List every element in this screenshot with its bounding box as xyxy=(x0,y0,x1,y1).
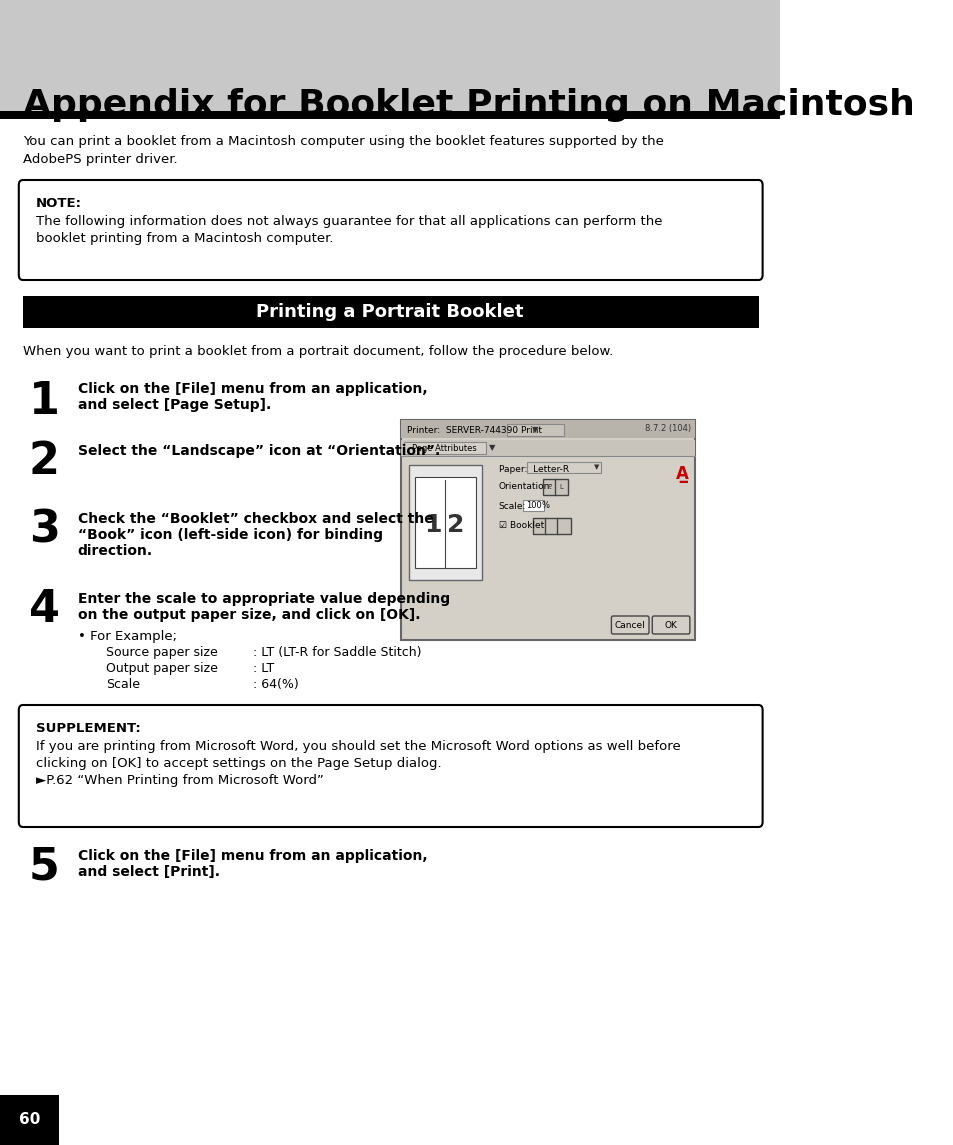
Text: If you are printing from Microsoft Word, you should set the Microsoft Word optio: If you are printing from Microsoft Word,… xyxy=(36,740,680,753)
Text: 8.7.2 (104): 8.7.2 (104) xyxy=(644,424,690,433)
FancyBboxPatch shape xyxy=(506,424,563,436)
FancyBboxPatch shape xyxy=(533,518,545,534)
Bar xyxy=(400,420,694,439)
Text: Check the “Booklet” checkbox and select the: Check the “Booklet” checkbox and select … xyxy=(77,512,433,526)
Text: Enter the scale to appropriate value depending: Enter the scale to appropriate value dep… xyxy=(77,592,449,606)
FancyBboxPatch shape xyxy=(557,518,570,534)
Text: clicking on [OK] to accept settings on the Page Setup dialog.: clicking on [OK] to accept settings on t… xyxy=(36,757,441,769)
FancyBboxPatch shape xyxy=(400,420,694,640)
FancyBboxPatch shape xyxy=(652,616,689,634)
Text: ☑ Booklet: ☑ Booklet xyxy=(498,521,543,530)
Text: %: % xyxy=(540,500,549,510)
Text: L: L xyxy=(559,484,563,490)
Text: Paper:  Letter-R: Paper: Letter-R xyxy=(498,465,568,474)
Text: Output paper size: Output paper size xyxy=(106,662,218,676)
Bar xyxy=(23,297,758,327)
Text: direction.: direction. xyxy=(77,544,152,558)
Text: Source paper size: Source paper size xyxy=(106,646,218,660)
FancyBboxPatch shape xyxy=(19,705,761,827)
Text: Appendix for Booklet Printing on Macintosh: Appendix for Booklet Printing on Macinto… xyxy=(23,88,914,123)
Text: Cancel: Cancel xyxy=(614,621,645,630)
Text: 1: 1 xyxy=(29,380,59,423)
Text: Page Attributes: Page Attributes xyxy=(412,443,476,452)
Text: 2: 2 xyxy=(29,440,59,483)
Text: ▼: ▼ xyxy=(594,464,598,469)
Text: OK: OK xyxy=(664,621,677,630)
Text: 60: 60 xyxy=(19,1113,40,1128)
Bar xyxy=(415,477,476,568)
Text: 2: 2 xyxy=(447,513,464,537)
Text: • For Example;: • For Example; xyxy=(77,630,176,643)
FancyBboxPatch shape xyxy=(542,479,556,495)
Bar xyxy=(400,440,694,456)
Text: Printer:  SERVER-744390 Print: Printer: SERVER-744390 Print xyxy=(407,426,541,435)
Text: The following information does not always guarantee for that all applications ca: The following information does not alway… xyxy=(36,215,661,228)
FancyBboxPatch shape xyxy=(611,616,648,634)
Text: A̲: A̲ xyxy=(676,465,688,483)
FancyBboxPatch shape xyxy=(0,0,779,114)
Text: ▼: ▼ xyxy=(532,426,538,434)
FancyBboxPatch shape xyxy=(544,518,558,534)
Text: : LT (LT-R for Saddle Stitch): : LT (LT-R for Saddle Stitch) xyxy=(253,646,421,660)
Text: on the output paper size, and click on [OK].: on the output paper size, and click on [… xyxy=(77,608,419,622)
FancyBboxPatch shape xyxy=(522,500,543,511)
FancyBboxPatch shape xyxy=(527,461,600,473)
Text: : LT: : LT xyxy=(253,662,274,676)
Text: P: P xyxy=(547,484,551,490)
Text: When you want to print a booklet from a portrait document, follow the procedure : When you want to print a booklet from a … xyxy=(23,345,613,358)
FancyBboxPatch shape xyxy=(555,479,567,495)
Text: ▼: ▼ xyxy=(488,443,495,452)
Text: Scale:: Scale: xyxy=(498,502,525,511)
Text: : 64(%): : 64(%) xyxy=(253,678,299,690)
Text: Click on the [File] menu from an application,: Click on the [File] menu from an applica… xyxy=(77,382,427,396)
Text: 100: 100 xyxy=(525,500,541,510)
Text: and select [Print].: and select [Print]. xyxy=(77,864,219,879)
Bar xyxy=(0,1095,59,1145)
Text: Printing a Portrait Booklet: Printing a Portrait Booklet xyxy=(255,303,523,321)
Text: 1: 1 xyxy=(424,513,441,537)
Text: Select the “Landscape” icon at “Orientation”.: Select the “Landscape” icon at “Orientat… xyxy=(77,444,439,458)
Text: and select [Page Setup].: and select [Page Setup]. xyxy=(77,398,271,412)
FancyBboxPatch shape xyxy=(19,180,761,281)
Bar xyxy=(0,111,779,119)
Text: AdobePS printer driver.: AdobePS printer driver. xyxy=(23,153,177,166)
Text: NOTE:: NOTE: xyxy=(36,197,82,210)
FancyBboxPatch shape xyxy=(403,442,485,455)
Text: 3: 3 xyxy=(29,508,59,551)
Text: SUPPLEMENT:: SUPPLEMENT: xyxy=(36,722,140,735)
Text: Click on the [File] menu from an application,: Click on the [File] menu from an applica… xyxy=(77,848,427,863)
Text: Scale: Scale xyxy=(106,678,140,690)
Text: 4: 4 xyxy=(29,589,59,631)
Bar xyxy=(408,465,482,581)
Text: ►P.62 “When Printing from Microsoft Word”: ►P.62 “When Printing from Microsoft Word… xyxy=(36,774,323,787)
Text: 5: 5 xyxy=(29,845,59,889)
Text: You can print a booklet from a Macintosh computer using the booklet features sup: You can print a booklet from a Macintosh… xyxy=(23,135,663,148)
Text: Orientation:: Orientation: xyxy=(498,482,553,491)
Text: booklet printing from a Macintosh computer.: booklet printing from a Macintosh comput… xyxy=(36,232,334,245)
Text: “Book” icon (left-side icon) for binding: “Book” icon (left-side icon) for binding xyxy=(77,528,382,542)
